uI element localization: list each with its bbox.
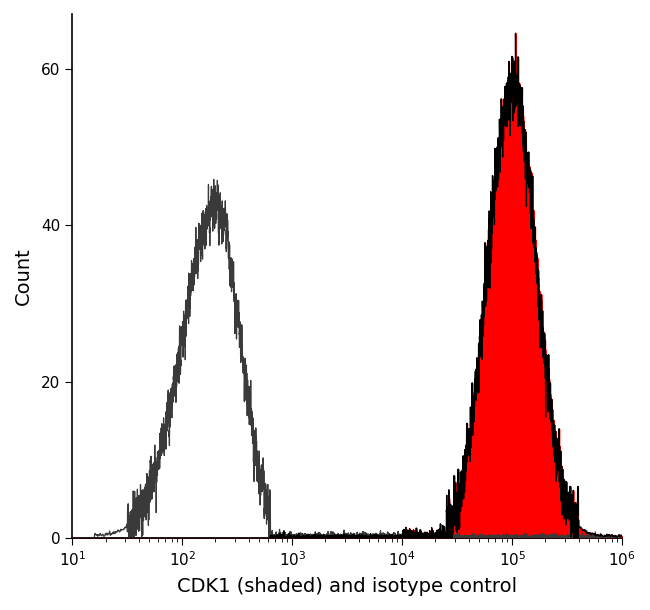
Y-axis label: Count: Count (14, 247, 33, 305)
X-axis label: CDK1 (shaded) and isotype control: CDK1 (shaded) and isotype control (177, 577, 517, 596)
